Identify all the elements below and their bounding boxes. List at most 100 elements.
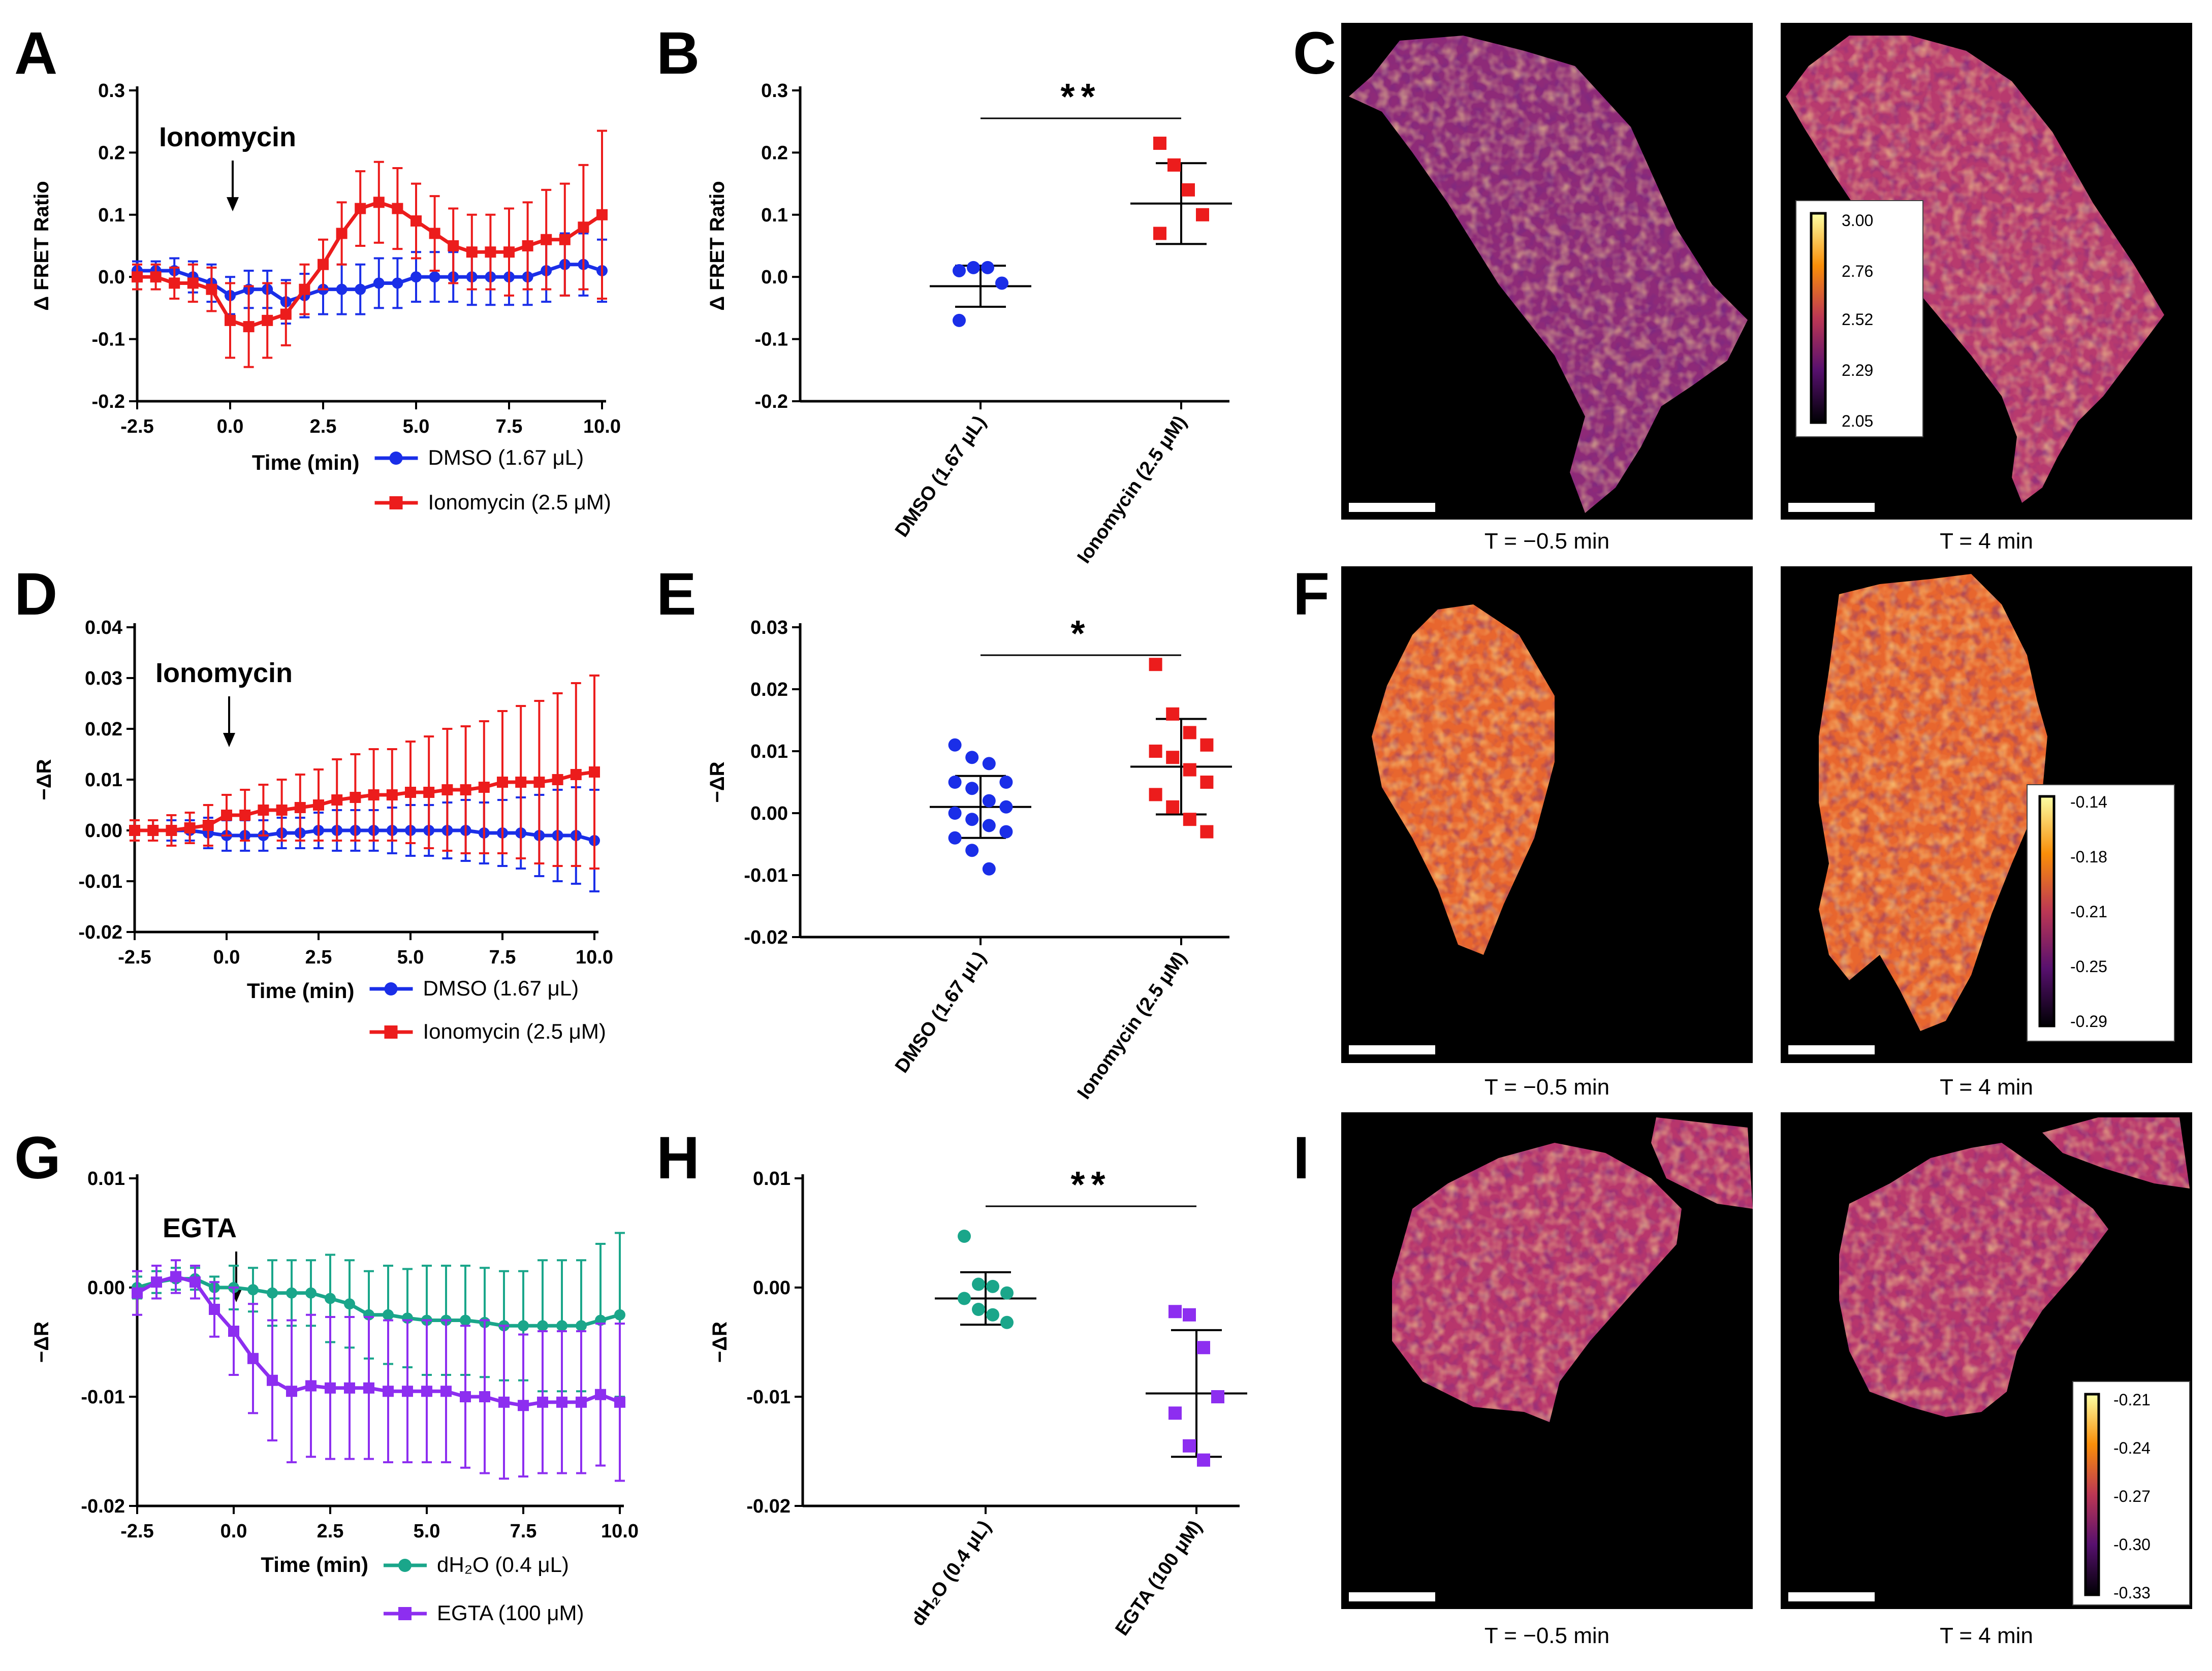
data-point	[614, 1309, 625, 1321]
data-point	[313, 799, 324, 811]
y-tick-label: 0.3	[98, 80, 125, 102]
data-point	[556, 1396, 567, 1408]
data-point	[958, 1229, 971, 1243]
group-1	[1130, 658, 1232, 839]
x-tick-label: Ionomycin (2.5 μM)	[1073, 412, 1191, 567]
x-tick-label: 2.5	[317, 1521, 344, 1542]
data-point	[294, 802, 306, 813]
y-tick-label: 0.01	[750, 741, 788, 762]
chart-h-scatter: -0.02 -0.01 0.00 0.01 −ΔR ** dH₂O (0.4 μL) EGTA…	[709, 1165, 1247, 1640]
legend-marker	[389, 496, 403, 509]
data-point	[965, 782, 979, 795]
y-tick-label: -0.1	[92, 329, 125, 350]
x-tick-label: -2.5	[120, 1521, 153, 1542]
data-point	[1168, 1305, 1182, 1319]
data-point	[1149, 658, 1162, 671]
data-point	[392, 277, 403, 289]
data-point	[441, 784, 453, 795]
data-point	[498, 1396, 510, 1408]
data-point	[478, 782, 490, 793]
data-point	[485, 246, 496, 258]
legend-marker	[384, 982, 398, 995]
data-point	[614, 1396, 625, 1408]
data-point	[336, 228, 347, 239]
y-tick-label: 0.0	[98, 267, 125, 288]
y-tick-label: -0.2	[755, 391, 788, 412]
x-tick-label: 5.0	[414, 1521, 440, 1542]
data-point	[948, 738, 962, 752]
y-tick-label: 0.00	[85, 820, 122, 842]
y-tick-label: 0.03	[750, 617, 788, 638]
data-point	[1183, 763, 1196, 777]
colorbar-i-label: -0.30	[2113, 1535, 2151, 1554]
data-point	[1200, 776, 1214, 789]
series-1	[132, 130, 608, 368]
data-point	[1168, 1406, 1182, 1420]
data-point	[1153, 227, 1166, 240]
data-point	[325, 1293, 336, 1304]
y-tick-label: 0.01	[87, 1168, 125, 1190]
x-tick-label: 10.0	[583, 416, 621, 437]
legend-marker	[398, 1559, 412, 1572]
panel-letter-h: H	[656, 1124, 700, 1192]
group-0	[930, 261, 1031, 327]
x-tick-label: 7.5	[496, 416, 523, 437]
caption-c-before: T = −0.5 min	[1484, 529, 1609, 554]
annotation-label: EGTA	[163, 1213, 237, 1243]
x-tick-label: 0.0	[217, 416, 244, 437]
data-point	[948, 831, 962, 845]
x-tick-label: 2.5	[305, 947, 332, 968]
data-point	[1183, 726, 1196, 740]
x-axis-label: Time (min)	[252, 451, 360, 474]
panel-letter-e: E	[656, 561, 697, 628]
colorbar-f-label: -0.14	[2070, 793, 2107, 811]
scale-bar	[1788, 1592, 1875, 1601]
annotation-arrowhead	[223, 733, 235, 747]
x-tick-label: -2.5	[118, 947, 151, 968]
data-point	[1183, 813, 1196, 826]
caption-i-before: T = −0.5 min	[1484, 1623, 1609, 1648]
data-point	[1149, 745, 1162, 758]
colorbar-i-label: -0.33	[2113, 1584, 2151, 1602]
caption-f-before: T = −0.5 min	[1484, 1075, 1609, 1100]
data-point	[965, 844, 979, 857]
x-axis-label: Time (min)	[261, 1553, 368, 1577]
data-point	[170, 1271, 181, 1282]
data-point	[1166, 707, 1180, 721]
data-point	[267, 1287, 278, 1299]
data-point	[132, 271, 143, 283]
chart-b-scatter: -0.2 -0.1 0.0 0.1 0.2 0.3 Δ FRET Ratio ** DMSO (…	[706, 77, 1232, 567]
data-point	[559, 234, 571, 245]
data-point	[515, 777, 527, 788]
data-point	[423, 787, 435, 798]
data-point	[247, 1284, 259, 1296]
x-tick-label: 7.5	[489, 947, 516, 968]
series-0	[132, 1232, 625, 1398]
data-point	[999, 776, 1013, 789]
panel-letter-f: F	[1293, 561, 1330, 628]
colorbar-c-label: 2.29	[1842, 361, 1873, 379]
colorbar-f: -0.14 -0.18 -0.21 -0.25 -0.29	[2027, 784, 2175, 1042]
data-point	[209, 1304, 220, 1315]
data-point	[972, 1277, 985, 1291]
data-point	[460, 1391, 471, 1402]
data-point	[953, 313, 966, 327]
y-tick-label: -0.01	[744, 865, 788, 886]
cell-f-after	[1819, 574, 2047, 1031]
data-point	[972, 1303, 985, 1316]
colorbar-i-label: -0.27	[2113, 1487, 2151, 1505]
data-point	[448, 240, 459, 251]
data-point	[522, 240, 533, 251]
y-tick-label: 0.3	[761, 80, 788, 102]
panel-c-images: T = −0.5 min T = 4 min 3.00 2.76 2.52 2.…	[1341, 23, 2192, 554]
y-tick-label: 0.03	[85, 668, 122, 689]
data-point	[410, 271, 422, 283]
data-point	[948, 776, 962, 789]
legend-label: Ionomycin (2.5 μM)	[423, 1019, 606, 1043]
data-point	[533, 777, 545, 788]
data-point	[429, 228, 440, 239]
colorbar-c: 3.00 2.76 2.52 2.29 2.05	[1795, 200, 1923, 437]
y-tick-label: -0.01	[81, 1387, 125, 1408]
data-point	[1196, 208, 1209, 221]
